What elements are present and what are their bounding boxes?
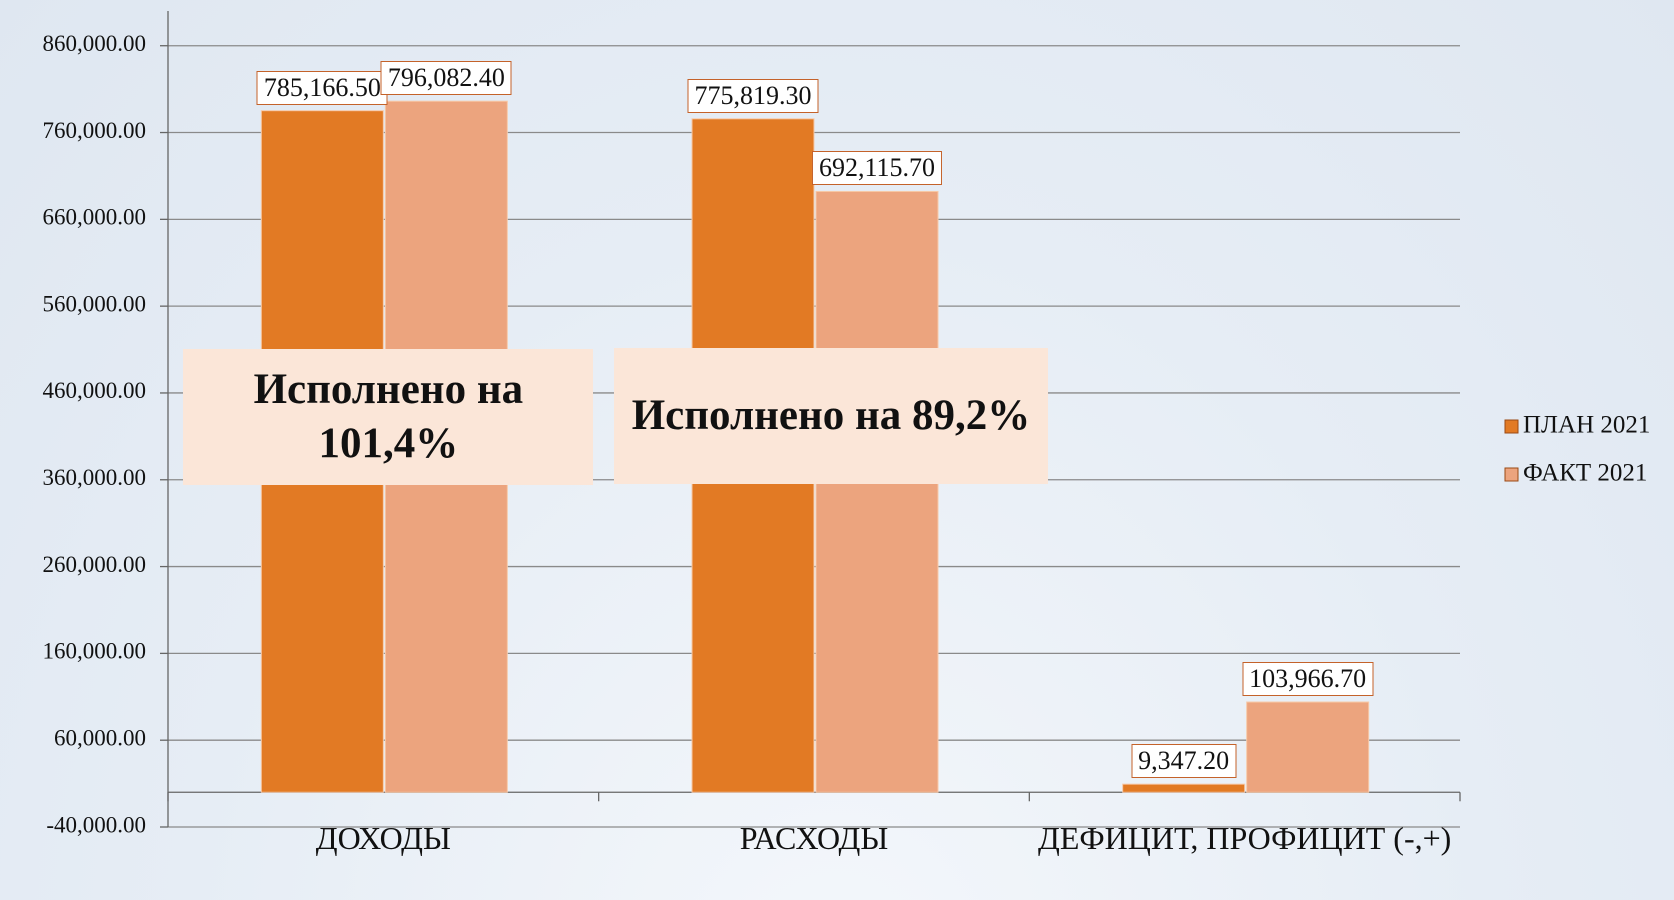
- y-tick-label: 360,000.00: [43, 465, 147, 490]
- y-tick-label: 460,000.00: [43, 378, 147, 403]
- x-tick-label: ДЕФИЦИТ, ПРОФИЦИТ (-,+): [1038, 820, 1452, 856]
- y-tick-label: 560,000.00: [43, 291, 147, 316]
- y-tick-label: 160,000.00: [43, 639, 147, 664]
- y-tick-label: 760,000.00: [43, 118, 147, 143]
- y-tick-label: 60,000.00: [54, 725, 146, 750]
- y-tick-label: -40,000.00: [46, 812, 146, 837]
- data-label: 785,166.50: [256, 70, 388, 105]
- legend-swatch: [1504, 467, 1519, 482]
- data-label: 9,347.20: [1131, 744, 1237, 779]
- bar: [1122, 783, 1246, 793]
- data-label: 692,115.70: [811, 151, 943, 186]
- annotation: Исполнено на 101,4%: [183, 349, 594, 485]
- y-tick-label: 260,000.00: [43, 552, 147, 577]
- legend-label: ФАКТ 2021: [1523, 460, 1647, 487]
- bar: [815, 190, 939, 793]
- data-label: 796,082.40: [380, 61, 512, 96]
- annotation: Исполнено на 89,2%: [614, 348, 1048, 484]
- legend-label: ПЛАН 2021: [1523, 412, 1650, 439]
- data-label: 103,966.70: [1242, 662, 1374, 697]
- y-tick-label: 860,000.00: [43, 31, 147, 56]
- x-tick-label: ДОХОДЫ: [315, 820, 451, 856]
- legend-swatch: [1504, 419, 1519, 434]
- y-tick-label: 660,000.00: [43, 205, 147, 230]
- bar: [1246, 701, 1370, 793]
- x-tick-label: РАСХОДЫ: [739, 820, 889, 856]
- data-label: 775,819.30: [687, 78, 819, 113]
